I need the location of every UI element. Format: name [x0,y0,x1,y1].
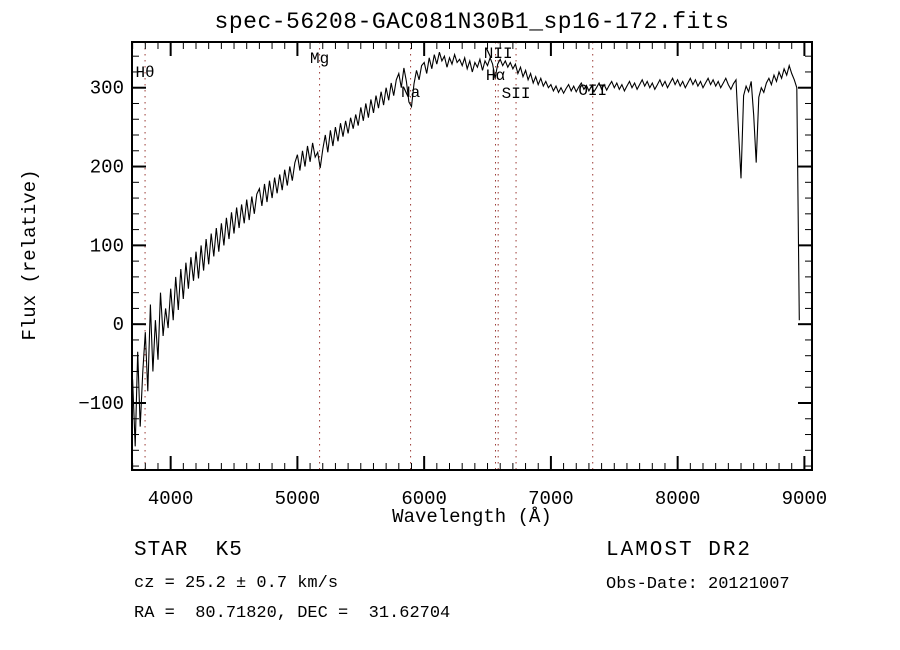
spectral-line-label: Hθ [135,64,154,82]
spectral-line-label: Mg [310,50,329,68]
x-tick-label: 5000 [275,488,321,510]
radial-velocity-label: cz = 25.2 ± 0.7 km/s [134,574,339,593]
y-tick-label: 100 [90,235,124,257]
survey-label: LAMOST DR2 [606,539,753,562]
spectral-line-label: Na [401,84,421,102]
y-tick-label: 0 [113,314,124,336]
y-axis-title: Flux (relative) [19,169,41,341]
y-tick-label: 300 [90,78,124,100]
spectrum-trace [132,52,800,447]
x-tick-label: 4000 [148,488,194,510]
object-class-label: STAR K5 [134,539,243,562]
chart-title: spec-56208-GAC081N30B1_sp16-172.fits [214,9,730,35]
spectral-line-label: NII [484,45,513,63]
x-tick-label: 8000 [655,488,701,510]
spectral-line-label: Hα [486,67,506,85]
x-tick-label: 6000 [401,488,447,510]
plot-frame [131,41,813,471]
x-tick-label: 7000 [528,488,574,510]
x-tick-label: 9000 [782,488,828,510]
x-axis-title: Wavelength (Å) [392,506,552,528]
y-tick-label: −100 [78,393,124,415]
spectral-line-label: SII [502,85,531,103]
obs-date-label: Obs-Date: 20121007 [606,575,790,594]
spectral-line-label: OII [578,82,607,100]
ra-dec-label: RA = 80.71820, DEC = 31.62704 [134,604,451,623]
y-tick-label: 200 [90,157,124,179]
